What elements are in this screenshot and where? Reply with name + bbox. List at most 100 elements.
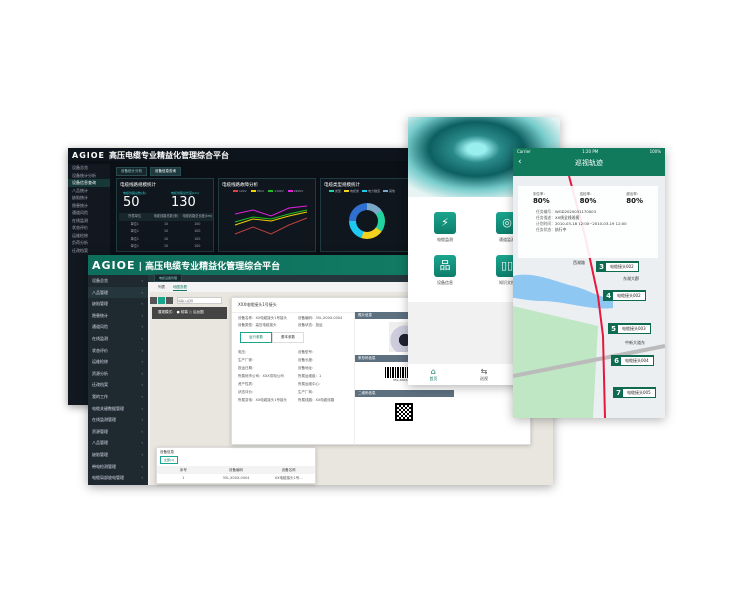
marker-label: 电缆接头004 (621, 356, 653, 365)
back-icon[interactable]: ‹ (518, 157, 522, 167)
search-input[interactable] (177, 297, 222, 304)
patrol-marker[interactable]: 6 电缆接头004 (611, 355, 654, 366)
layer-tool-icon[interactable] (166, 297, 173, 304)
tab-stats[interactable]: 设备统计分析 (116, 167, 147, 176)
sidebar-item[interactable]: 设备信息查询 (68, 179, 110, 187)
sidebar-item[interactable]: 隐患统计 (72, 202, 88, 208)
dashboard-header: AGIOE 高压电缆专业精益化管理综合平台 (68, 148, 413, 161)
table-cell: 10 (163, 236, 169, 241)
task-value: XX线全线巡视 (554, 215, 580, 220)
sidebar-item[interactable]: 八品统计 (72, 187, 88, 193)
line-scale-card: 电缆线路规模统计 电缆线路总数(条) 50 电缆线路总长度(km) 130 所属… (116, 178, 214, 252)
sidebar-item[interactable]: 迁改档案 (72, 247, 88, 253)
patrol-marker[interactable]: 3 电缆接头002 (596, 261, 639, 272)
swap-icon: ⇆ (480, 367, 488, 376)
sidebar-item[interactable]: 资源分析 (88, 368, 148, 380)
tab-basic-params[interactable]: 基本参数 (272, 332, 304, 343)
detail-field: 所属地市公司：XXX供电公司 (238, 374, 284, 378)
length-label: 电缆线路总长度(km) (171, 191, 200, 195)
barcode-section: 条形码信息 (355, 355, 454, 362)
subtab-list[interactable]: 列表 (158, 285, 165, 289)
sidebar-item[interactable]: 通道风险 (88, 321, 148, 333)
patrol-marker[interactable]: 7 电缆接头005 (613, 387, 656, 398)
task-label: 计划时间： (536, 221, 555, 226)
detail-field: 所属运维中心： (298, 382, 323, 386)
table-cell: XX电缆接头1号... (274, 476, 303, 480)
app-tile-2[interactable]: 品设备信息 (420, 255, 470, 286)
app-tile-0[interactable]: ⚡ 电缆监测 (420, 212, 470, 243)
legend-item: 电力隧道 (362, 189, 380, 193)
sitemap-icon: 品 (434, 255, 456, 277)
tab-device[interactable]: 电缆设备管理 (154, 274, 183, 282)
sidebar-item[interactable]: 通道风险 (72, 210, 88, 215)
sidebar-item[interactable]: 迁改档案 (88, 379, 148, 391)
detail-field: 资产性质： (238, 382, 256, 386)
rate-stat: 到位率： 80% (533, 192, 550, 205)
app-tile-3[interactable]: ▯▯ 知识文档 (482, 255, 532, 286)
task-row: 任务状态：执行中 (536, 227, 658, 233)
sidebar-item[interactable]: 八品管理 (88, 286, 148, 299)
table-row[interactable]: 1 35L,X00X-0004 XX电缆接头1号... (157, 474, 315, 482)
filter-all-button[interactable]: 全部(1) (160, 456, 179, 464)
detail-field: 生产厂商： (298, 390, 316, 394)
app-tile-label: 设备信息 (437, 280, 453, 285)
sidebar-item[interactable]: 在线监测 (88, 333, 148, 345)
sidebar-item[interactable]: 运维检修 (72, 232, 88, 238)
patrol-marker[interactable]: 4 电缆接头002 (603, 290, 646, 301)
app-tile-1[interactable]: ◎ 通道监测 (482, 212, 532, 243)
sidebar-item[interactable]: 电缆局部放电管理 (88, 472, 148, 484)
sidebar-item[interactable]: 资源管理 (88, 426, 148, 438)
subtab-map[interactable]: 地图查看 (173, 285, 187, 291)
sidebar-item[interactable]: 我的工作 (88, 391, 148, 403)
marker-number: 4 (606, 291, 611, 300)
bottom-tab-0[interactable]: ⌂ 首页 (429, 367, 437, 382)
table-cell: 100 (194, 229, 201, 233)
fault-chart-card: 电缆线路故障分析 10kV 35kV 110kV 220kV 201620172018… (218, 178, 316, 252)
sidebar: 设备总览八品管理缺陷管理隐患统计通道风险在线监测状态评价运维检修资源分析迁改档案… (88, 275, 148, 485)
sidebar-item[interactable]: 状态评价 (88, 345, 148, 357)
sidebar-item[interactable]: 在线监测管理 (88, 414, 148, 426)
sidebar-item[interactable]: 负荷分析 (72, 240, 88, 245)
task-label: 任务状态： (536, 227, 555, 232)
task-row: 任务编号：WGD2020031170003 (536, 209, 658, 215)
rate-label: 超出率： (626, 192, 641, 196)
road (513, 344, 665, 378)
table-cell: 100 (194, 221, 201, 226)
sidebar-item[interactable]: 八品管理 (88, 437, 148, 449)
sidebar-item[interactable]: 运维检修 (88, 356, 148, 368)
mode-radio-1[interactable]: ● 前端 (176, 310, 188, 314)
tab-query[interactable]: 设备信息查询 (150, 167, 181, 176)
marker-label: 电缆接头002 (613, 291, 645, 300)
sidebar-item[interactable]: 隐患统计 (88, 310, 148, 322)
table-cell: 10 (163, 221, 169, 226)
legend-swatch (250, 190, 256, 192)
table-cell: 1 (182, 476, 185, 480)
sidebar-item[interactable]: 缺陷管理 (88, 298, 148, 310)
legend-label: 电力隧道 (368, 189, 381, 193)
screen-title: 巡视轨迹 (575, 159, 603, 167)
sidebar-item[interactable]: 缺陷管理 (88, 449, 148, 461)
photo-section: 照片信息 (355, 312, 454, 319)
sidebar-item[interactable]: 设备统计分析 (72, 172, 96, 178)
patrol-marker[interactable]: 5 电缆接头003 (608, 323, 651, 334)
rate-label: 到位率： (532, 192, 547, 196)
column-header: 电缆线路总长度(km) (182, 214, 213, 218)
bottom-tab-1[interactable]: ⇆ 巡视 (480, 367, 488, 382)
sidebar-item[interactable]: 缺陷统计 (72, 195, 88, 200)
tab-run-params[interactable]: 运行参数 (240, 332, 272, 343)
sidebar-item[interactable]: 在线监测 (72, 217, 88, 223)
sidebar-item[interactable]: 设备总览 (88, 275, 148, 287)
sidebar-item[interactable]: 电缆关键数据管理 (88, 403, 148, 415)
detail-field: 设备状态：投运 (298, 323, 323, 327)
select-tool-icon[interactable] (158, 297, 165, 304)
legend-item: 220kV (287, 189, 303, 193)
detail-field: 状态评价： (238, 390, 256, 394)
edit-tool-icon[interactable] (150, 297, 157, 304)
mode-radio-2[interactable]: ○ 后台图 (188, 310, 204, 314)
detail-field: 生产厂家： (238, 358, 256, 362)
sidebar-item[interactable]: 带电检测管理 (88, 461, 148, 473)
detail-field: 设备地址： (298, 366, 316, 370)
legend-item: 110kV (268, 189, 284, 193)
sidebar-item[interactable]: 状态评价 (72, 225, 88, 230)
sidebar-item[interactable]: 设备总览 (72, 165, 88, 170)
